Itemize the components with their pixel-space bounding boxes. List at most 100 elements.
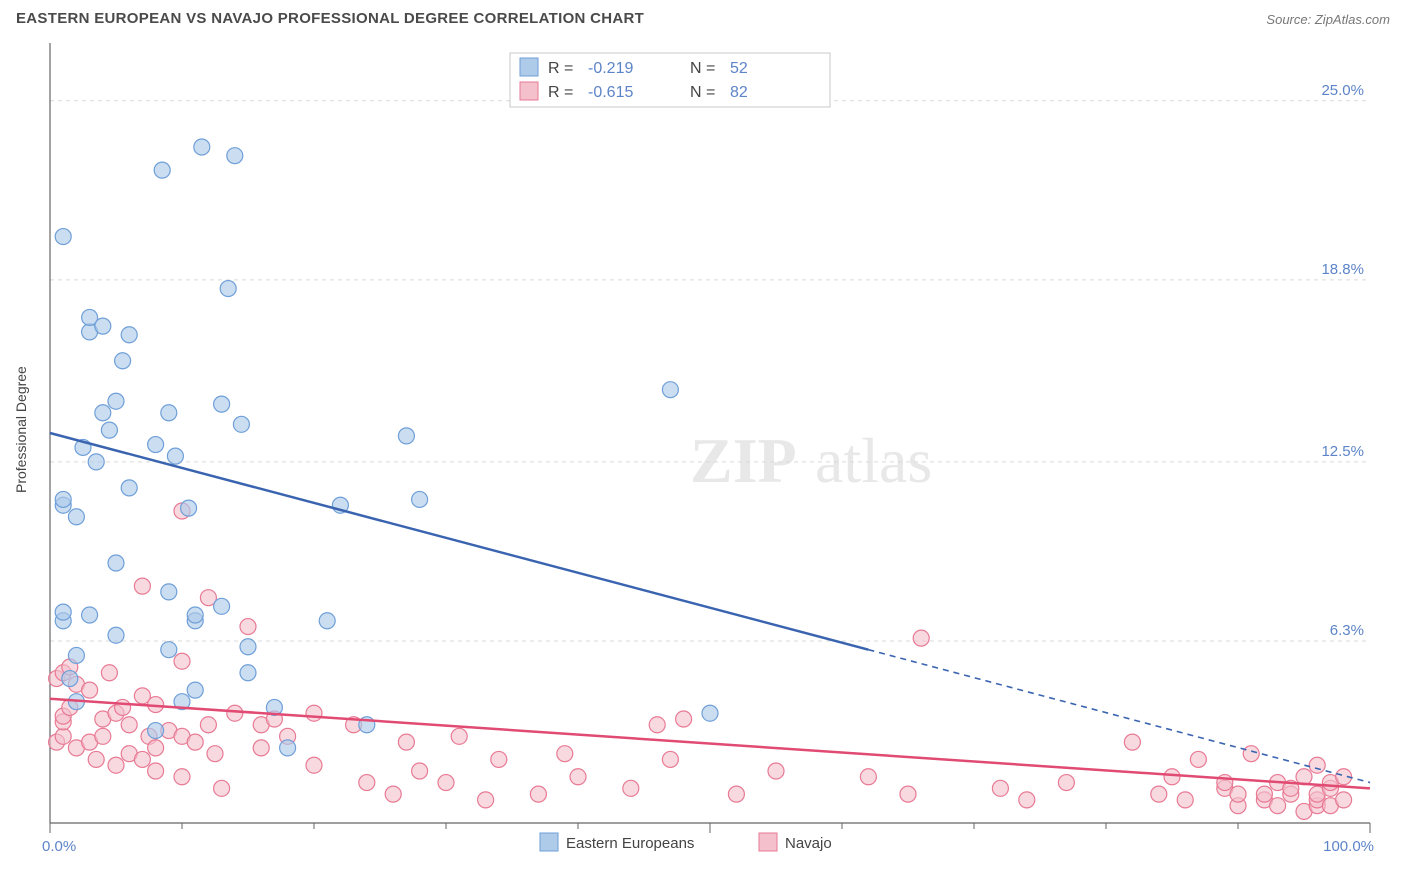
point-navajo — [95, 728, 111, 744]
scatter-chart: ZIPatlas6.3%12.5%18.8%25.0%0.0%100.0%Pro… — [0, 33, 1406, 863]
point-navajo — [240, 619, 256, 635]
stats-n-label: N = — [690, 60, 715, 77]
point-eastern — [194, 139, 210, 155]
chart-area: ZIPatlas6.3%12.5%18.8%25.0%0.0%100.0%Pro… — [0, 33, 1406, 863]
point-eastern — [88, 454, 104, 470]
point-eastern — [702, 705, 718, 721]
point-navajo — [649, 717, 665, 733]
point-navajo — [82, 682, 98, 698]
series-label: Navajo — [785, 835, 832, 852]
stats-r-value: -0.219 — [588, 60, 633, 77]
swatch-eastern — [520, 58, 538, 76]
point-navajo — [478, 792, 494, 808]
point-navajo — [900, 786, 916, 802]
point-navajo — [992, 780, 1008, 796]
point-navajo — [913, 630, 929, 646]
trend-line-dash-eastern — [868, 650, 1370, 783]
point-eastern — [161, 642, 177, 658]
point-eastern — [121, 327, 137, 343]
point-navajo — [1164, 769, 1180, 785]
point-navajo — [1336, 792, 1352, 808]
point-navajo — [88, 751, 104, 767]
point-eastern — [412, 491, 428, 507]
point-eastern — [280, 740, 296, 756]
point-navajo — [174, 769, 190, 785]
point-eastern — [115, 353, 131, 369]
point-navajo — [623, 780, 639, 796]
stats-n-value: 52 — [730, 60, 748, 77]
point-navajo — [55, 728, 71, 744]
point-eastern — [161, 584, 177, 600]
point-navajo — [200, 717, 216, 733]
stats-r-value: -0.615 — [588, 84, 633, 101]
point-navajo — [174, 653, 190, 669]
point-navajo — [860, 769, 876, 785]
point-eastern — [148, 723, 164, 739]
point-eastern — [108, 393, 124, 409]
point-eastern — [121, 480, 137, 496]
point-navajo — [148, 763, 164, 779]
point-navajo — [412, 763, 428, 779]
point-eastern — [319, 613, 335, 629]
point-eastern — [227, 148, 243, 164]
point-eastern — [55, 604, 71, 620]
point-navajo — [1177, 792, 1193, 808]
stats-n-value: 82 — [730, 84, 748, 101]
point-navajo — [115, 699, 131, 715]
point-navajo — [768, 763, 784, 779]
header: EASTERN EUROPEAN VS NAVAJO PROFESSIONAL … — [0, 0, 1406, 33]
point-navajo — [134, 751, 150, 767]
point-navajo — [306, 705, 322, 721]
watermark-atlas: atlas — [815, 425, 932, 496]
point-eastern — [68, 647, 84, 663]
point-eastern — [398, 428, 414, 444]
point-eastern — [95, 405, 111, 421]
point-navajo — [385, 786, 401, 802]
point-navajo — [662, 751, 678, 767]
swatch-navajo — [520, 82, 538, 100]
stats-n-label: N = — [690, 84, 715, 101]
point-navajo — [148, 740, 164, 756]
point-eastern — [95, 318, 111, 334]
point-eastern — [82, 607, 98, 623]
point-navajo — [207, 746, 223, 762]
y-tick-label: 18.8% — [1321, 261, 1364, 278]
point-navajo — [214, 780, 230, 796]
point-navajo — [134, 578, 150, 594]
point-navajo — [1019, 792, 1035, 808]
point-eastern — [55, 491, 71, 507]
point-navajo — [530, 786, 546, 802]
stats-r-label: R = — [548, 60, 573, 77]
point-navajo — [1190, 751, 1206, 767]
series-label: Eastern Europeans — [566, 835, 694, 852]
point-navajo — [570, 769, 586, 785]
stats-r-label: R = — [548, 84, 573, 101]
point-navajo — [187, 734, 203, 750]
bottom-swatch-eastern — [540, 833, 558, 851]
point-eastern — [240, 665, 256, 681]
y-tick-label: 12.5% — [1321, 443, 1364, 460]
point-navajo — [253, 740, 269, 756]
point-eastern — [662, 382, 678, 398]
point-navajo — [491, 751, 507, 767]
point-navajo — [1256, 786, 1272, 802]
bottom-swatch-navajo — [759, 833, 777, 851]
point-navajo — [1309, 757, 1325, 773]
point-eastern — [220, 281, 236, 297]
point-navajo — [121, 717, 137, 733]
point-navajo — [306, 757, 322, 773]
y-axis-label: Professional Degree — [13, 366, 29, 493]
point-navajo — [1243, 746, 1259, 762]
point-navajo — [728, 786, 744, 802]
source-label: Source: — [1266, 12, 1311, 27]
y-tick-label: 6.3% — [1330, 622, 1364, 639]
point-eastern — [161, 405, 177, 421]
x-tick-label: 100.0% — [1323, 838, 1374, 855]
point-eastern — [101, 422, 117, 438]
point-navajo — [227, 705, 243, 721]
point-eastern — [108, 627, 124, 643]
x-tick-label: 0.0% — [42, 838, 76, 855]
point-navajo — [1230, 786, 1246, 802]
point-navajo — [676, 711, 692, 727]
point-eastern — [68, 509, 84, 525]
